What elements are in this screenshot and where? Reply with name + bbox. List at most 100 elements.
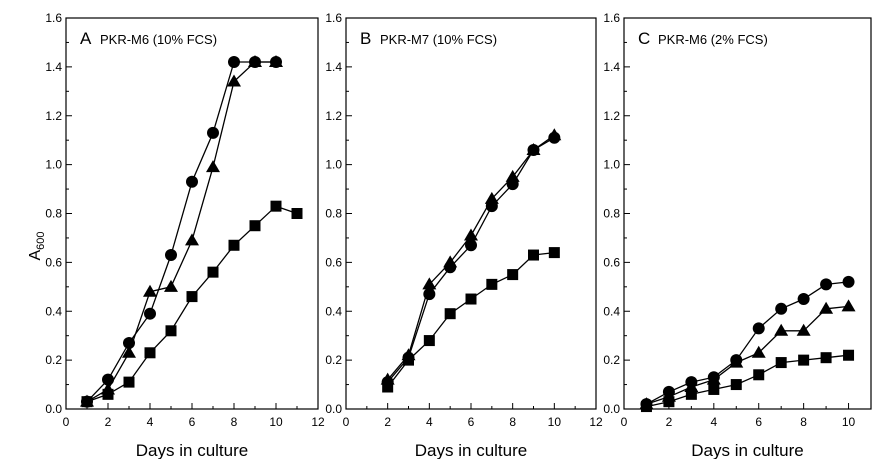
panel-c: 0.0 0.2 0.4 0.6 0.8 1.0 1.2 1.4 1.6 0 2 4 6 8 10 Days i… (603, 11, 872, 459)
data-point-square (465, 293, 477, 305)
x-tick-label-a: 0 (63, 415, 70, 429)
y-tick-label-a: 0.6 (45, 255, 62, 269)
panel-title-c: PKR-M6 (2% FCS) (658, 32, 768, 47)
x-axis-title-a: Days in culture (136, 441, 248, 459)
data-point-triangle (774, 323, 789, 336)
data-point-circle (165, 249, 177, 262)
data-point-square (730, 379, 742, 391)
x-axis-title-c: Days in culture (691, 441, 803, 459)
panel-title-a: PKR-M6 (10% FCS) (100, 32, 217, 47)
x-tick-label-c: 4 (710, 415, 717, 429)
data-point-square (820, 352, 832, 364)
data-point-triangle (443, 255, 458, 268)
y-tick-label-a: 1.2 (45, 109, 62, 123)
data-point-triangle (164, 279, 178, 292)
x-tick-label-c: 2 (666, 415, 673, 429)
data-point-square (775, 357, 787, 369)
y-tick-label-c: 0.4 (603, 304, 620, 318)
data-point-square (186, 291, 198, 303)
x-tick-label-c: 10 (842, 415, 856, 429)
y-tick-label-b: 0.6 (325, 255, 342, 269)
data-point-square (507, 269, 519, 281)
x-tick-label-b: 8 (509, 415, 516, 429)
x-tick-label-b: 12 (589, 415, 603, 429)
x-tick-label-a: 2 (105, 415, 112, 429)
y-tick-label-a: 0.0 (45, 402, 62, 416)
x-tick-label-c: 0 (621, 415, 628, 429)
data-point-square (753, 369, 765, 381)
x-tick-label-b: 10 (548, 415, 562, 429)
x-tick-label-b: 0 (343, 415, 350, 429)
y-tick-label-b: 1.2 (325, 109, 342, 123)
series-square-a (81, 200, 303, 408)
data-point-triangle (227, 74, 241, 87)
data-point-square (207, 266, 219, 278)
series-line-triangle-a (86, 61, 276, 403)
x-axis-title-b: Days in culture (415, 441, 527, 459)
y-tick-label-a: 1.6 (45, 11, 62, 25)
panel-a: 0.0 0.2 0.4 0.6 0.8 1.0 1.2 1.4 1.6 0 2 4 6 8 10 12 Days… (45, 11, 325, 459)
data-point-square (528, 249, 539, 261)
x-tick-label-c: 6 (755, 415, 762, 429)
data-point-circle (820, 278, 833, 291)
data-point-triangle (269, 54, 283, 67)
series-line-triangle-c (646, 305, 849, 405)
data-point-circle (797, 293, 810, 306)
series-square-c (640, 349, 855, 413)
data-point-triangle (841, 299, 856, 312)
y-tick-label-a: 1.0 (45, 158, 62, 172)
x-tick-label-a: 12 (311, 415, 325, 429)
y-axis-label-subscript: 600 (35, 231, 47, 249)
data-point-square (165, 325, 177, 337)
x-tick-label-a: 6 (189, 415, 196, 429)
y-tick-label-c: 1.0 (603, 158, 620, 172)
data-point-circle (228, 55, 240, 68)
data-point-circle (775, 302, 788, 315)
y-tick-label-c: 0.6 (603, 255, 620, 269)
y-tick-label-c: 0.2 (603, 353, 620, 367)
series-circle-a (81, 55, 282, 408)
x-tick-label-b: 4 (426, 415, 433, 429)
panel-b: 0.0 0.2 0.4 0.6 0.8 1.0 1.2 1.4 1.6 0 2 4 6 8 10 12 Days… (325, 11, 603, 459)
y-tick-label-b: 1.4 (325, 60, 342, 74)
data-point-triangle (751, 345, 766, 358)
plot-frame-c (623, 17, 872, 410)
data-point-square (382, 381, 394, 393)
data-point-square (291, 208, 303, 219)
data-point-circle (144, 307, 156, 320)
data-point-square (102, 388, 114, 400)
data-point-triangle (206, 160, 220, 173)
data-point-triangle (526, 142, 541, 155)
data-point-square (708, 383, 720, 395)
y-tick-label-a: 0.2 (45, 353, 62, 367)
data-point-square (798, 354, 810, 366)
data-point-triangle (547, 128, 562, 141)
data-point-square (403, 354, 414, 366)
y-tick-label-b: 1.0 (325, 158, 342, 172)
data-point-square (123, 376, 135, 388)
y-tick-label-c: 1.4 (603, 60, 620, 74)
data-point-triangle (729, 355, 744, 368)
y-tick-label-c: 0.0 (603, 402, 620, 416)
panels: 0.0 0.2 0.4 0.6 0.8 1.0 1.2 1.4 1.6 0 2 4 6 8 10 12 Days… (45, 11, 872, 459)
x-tick-label-b: 2 (384, 415, 391, 429)
data-point-triangle (464, 228, 478, 241)
y-axis-label-main: A (27, 250, 44, 261)
data-point-triangle (185, 233, 199, 246)
data-point-triangle (505, 169, 520, 182)
x-tick-label-a: 10 (269, 415, 283, 429)
data-point-square (228, 239, 240, 251)
data-point-triangle (796, 323, 811, 336)
data-point-triangle (143, 284, 157, 297)
data-point-square (843, 349, 855, 361)
data-point-triangle (706, 372, 721, 385)
data-point-square (444, 308, 456, 320)
data-point-triangle (122, 345, 136, 358)
y-tick-label-a: 1.4 (45, 60, 62, 74)
data-point-circle (842, 275, 855, 288)
data-point-circle (207, 126, 219, 139)
y-axis-label: A600 (27, 231, 47, 260)
data-point-square (640, 401, 652, 413)
data-point-square (270, 200, 282, 212)
